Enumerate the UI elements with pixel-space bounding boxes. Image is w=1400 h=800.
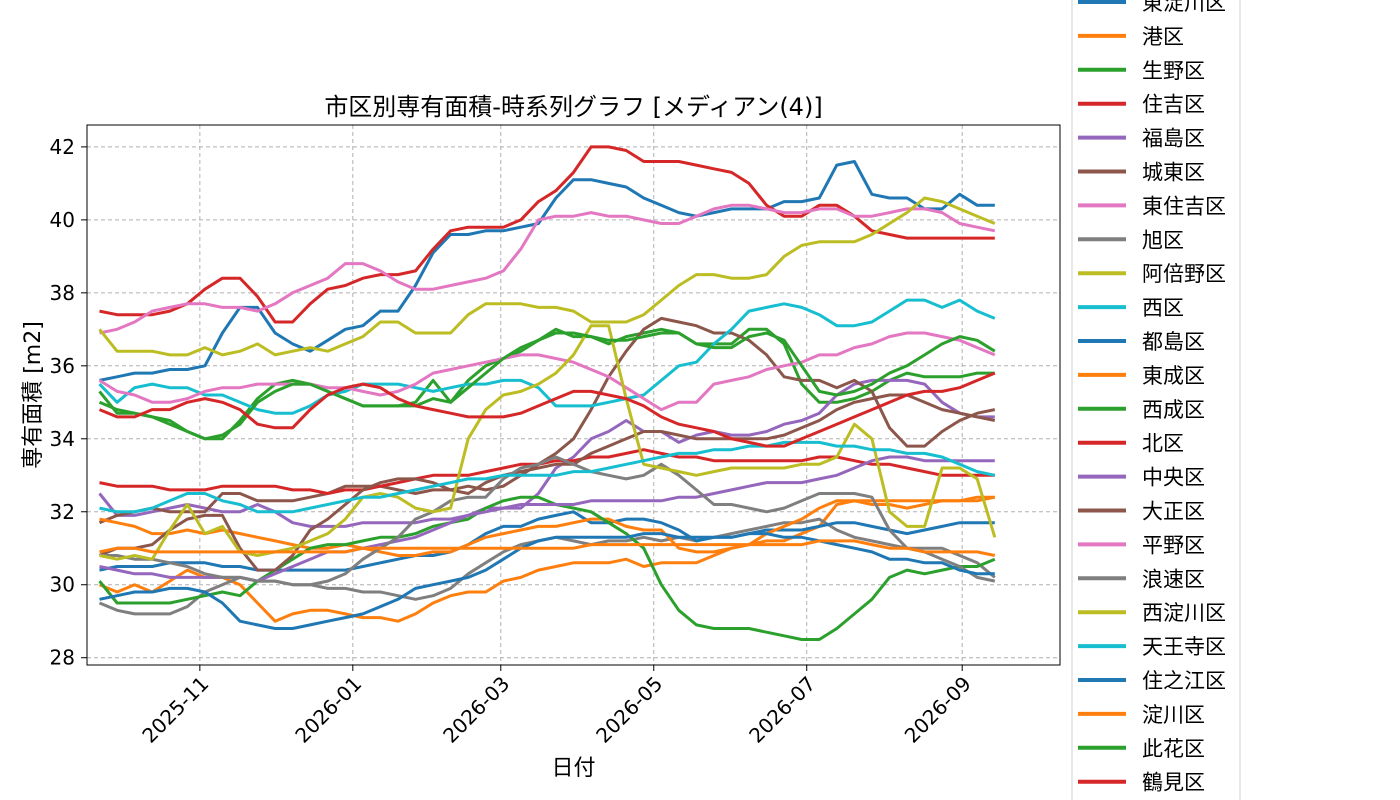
series-line-13 (99, 448, 995, 495)
series-line-0 (99, 160, 995, 382)
legend-label: 東淀川区 (1142, 0, 1226, 15)
x-axis-title: 日付 (551, 756, 595, 781)
legend-label: 中央区 (1142, 466, 1205, 490)
legend-label: 生野区 (1142, 59, 1205, 83)
legend-label: 東成区 (1142, 364, 1205, 388)
legend-label: 旭区 (1142, 228, 1184, 252)
x-axis: 2025-11 2026-01 2026-03 2026-05 2026-07 2026-… (137, 665, 976, 748)
series-line-19 (99, 440, 996, 514)
series-line-12 (98, 495, 996, 641)
plot-frame (86, 124, 1061, 666)
x-tick-label: 2025-11 (137, 672, 213, 748)
chart-title: 市区別専有面積-時系列グラフ [メディアン(4)] (324, 93, 822, 121)
y-axis: 28 30 32 34 36 38 40 42 (50, 135, 87, 670)
series-line-6 (99, 203, 996, 335)
legend-label: 天王寺区 (1142, 635, 1226, 659)
legend-label: 住吉区 (1142, 93, 1205, 117)
x-tick-label: 2026-09 (900, 672, 976, 748)
x-tick-label: 2026-07 (744, 672, 820, 748)
series-line-20 (99, 532, 995, 630)
legend-label: 西淀川区 (1142, 601, 1226, 625)
series-line-10 (99, 510, 995, 572)
series-lines (98, 145, 997, 641)
series-line-18 (99, 324, 997, 561)
y-tick-label: 32 (50, 500, 75, 524)
legend-label: 阿倍野区 (1142, 262, 1226, 286)
y-axis-title: 専有面積 [m2] (21, 321, 46, 469)
y-tick-label: 42 (50, 135, 75, 159)
legend-box (1071, 0, 1241, 800)
series-line-16 (98, 331, 996, 412)
series-line-3 (99, 145, 995, 324)
y-tick-label: 34 (50, 427, 75, 451)
legend-label: 東住吉区 (1142, 194, 1226, 218)
series-line-5 (98, 316, 996, 525)
legend-label: 浪速区 (1142, 567, 1205, 591)
series-line-2 (98, 327, 995, 441)
legend-label: 鶴見区 (1142, 771, 1205, 795)
series-line-8 (98, 196, 996, 357)
x-tick-label: 2026-05 (591, 672, 667, 748)
legend-label: 港区 (1142, 25, 1184, 49)
grid (87, 125, 1060, 665)
series-line-22 (98, 331, 996, 441)
series-line-9 (98, 298, 996, 415)
legend-label: 平野区 (1142, 533, 1205, 557)
legend-label: 都島区 (1142, 330, 1205, 354)
series-line-17 (99, 455, 996, 587)
legend-label: 城東区 (1142, 161, 1205, 185)
y-tick-label: 28 (50, 646, 75, 670)
series-line-1 (98, 495, 995, 623)
series-line-23 (98, 371, 996, 448)
legend-label: 住之江区 (1142, 669, 1226, 693)
legend-label: 西成区 (1142, 398, 1205, 422)
y-tick-label: 40 (50, 208, 75, 232)
x-tick-label: 2026-03 (438, 672, 514, 748)
y-tick-label: 36 (50, 354, 75, 378)
legend-label: 此花区 (1142, 737, 1205, 761)
series-line-21 (99, 539, 996, 557)
legend-label: 北区 (1142, 432, 1184, 456)
legend-label: 西区 (1142, 296, 1184, 320)
legend-label: 大正区 (1142, 500, 1205, 524)
legend: 東淀川区港区生野区住吉区福島区城東区東住吉区旭区阿倍野区西区都島区東成区西成区北… (1071, 0, 1241, 800)
x-tick-label: 2026-01 (290, 672, 366, 748)
series-line-11 (99, 495, 996, 557)
y-tick-label: 30 (50, 573, 75, 597)
legend-label: 福島区 (1142, 127, 1205, 151)
legend-label: 淀川区 (1142, 703, 1205, 727)
y-tick-label: 38 (50, 281, 75, 305)
series-line-15 (98, 393, 996, 572)
